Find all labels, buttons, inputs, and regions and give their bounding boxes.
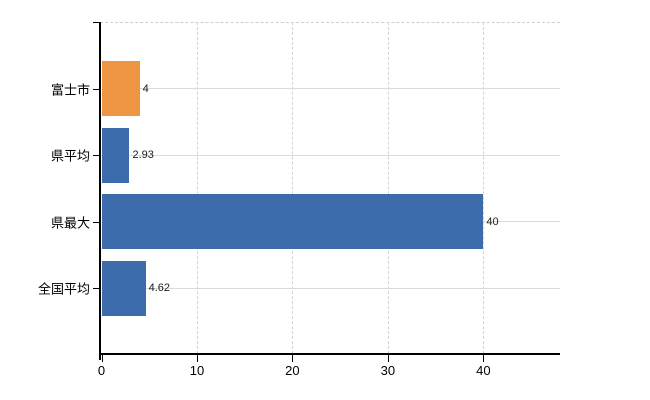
- x-axis-tick: [101, 354, 103, 362]
- category-label-県最大: 県最大: [50, 215, 90, 230]
- category-label-富士市: 富士市: [50, 82, 90, 97]
- x-axis-tick: [483, 354, 485, 362]
- x-axis-tick: [387, 354, 389, 362]
- x-tick-label: 30: [380, 362, 396, 378]
- horizontal-gridline: [101, 88, 560, 89]
- x-tick-label: 0: [97, 362, 106, 378]
- bar-value-label: 40: [486, 215, 499, 228]
- x-axis-tick: [196, 354, 198, 362]
- bar-富士市: [101, 61, 140, 116]
- bar-value-label: 4: [142, 82, 149, 95]
- y-axis-line: [99, 22, 101, 360]
- y-axis-tick: [92, 288, 100, 289]
- category-label-県平均: 県平均: [50, 148, 90, 164]
- bar-県平均: [101, 127, 130, 183]
- y-axis-top-tick: [92, 22, 100, 23]
- bar-value-label: 4.62: [148, 282, 171, 294]
- x-tick-label: 10: [189, 362, 205, 378]
- horizontal-gridline: [101, 154, 560, 156]
- y-axis-tick: [92, 155, 100, 156]
- bar-全国平均: [101, 260, 146, 316]
- x-tick-label: 40: [476, 362, 491, 378]
- vertical-gridline: [387, 22, 389, 354]
- bar-県最大: [101, 194, 484, 249]
- vertical-gridline: [196, 22, 198, 354]
- y-axis-tick: [92, 221, 100, 223]
- category-label-全国平均: 全国平均: [37, 281, 90, 297]
- x-tick-label: 20: [285, 362, 300, 378]
- x-axis-line: [99, 352, 560, 355]
- plot-top-border: [99, 22, 560, 23]
- horizontal-gridline: [101, 287, 560, 289]
- vertical-gridline: [483, 22, 485, 354]
- vertical-gridline: [292, 22, 294, 354]
- bar-value-label: 2.93: [132, 149, 154, 161]
- y-axis-tick: [92, 88, 100, 90]
- x-axis-tick: [292, 354, 294, 362]
